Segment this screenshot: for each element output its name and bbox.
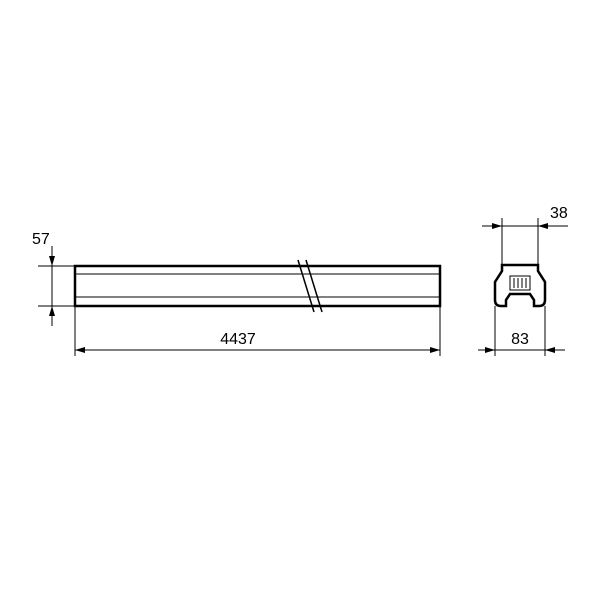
arrow-icon	[430, 347, 440, 353]
arrow-icon	[538, 223, 548, 229]
dim-top-value: 38	[550, 205, 568, 222]
dim-width-83: 83	[478, 306, 565, 356]
dim-height-57: 57	[32, 231, 75, 326]
dim-top-38: 38	[482, 205, 568, 265]
arrow-icon	[492, 223, 502, 229]
dim-length-4437: 4437	[75, 306, 440, 356]
break-mark	[298, 260, 322, 312]
profile-outline	[495, 265, 545, 306]
technical-drawing: 57 4437 38 83	[0, 0, 600, 600]
end-section-view	[495, 265, 545, 306]
arrow-icon	[485, 347, 495, 353]
arrow-icon	[545, 347, 555, 353]
dim-length-value: 4437	[220, 331, 256, 348]
arrow-icon	[75, 347, 85, 353]
side-outer-rect	[75, 266, 440, 306]
arrow-icon	[49, 256, 55, 266]
side-elevation	[75, 260, 440, 312]
arrow-icon	[49, 306, 55, 316]
socket-block	[510, 276, 530, 290]
dim-width-value: 83	[511, 331, 529, 348]
dim-height-value: 57	[32, 231, 50, 248]
